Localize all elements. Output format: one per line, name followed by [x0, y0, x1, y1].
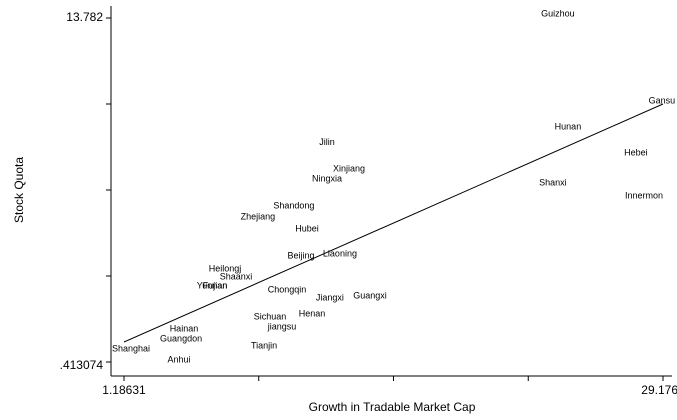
x-axis-label: Growth in Tradable Market Cap: [309, 400, 476, 414]
point-label: Beijing: [288, 250, 315, 260]
point-label: Henan: [299, 308, 326, 318]
point-label: jiangsu: [267, 321, 297, 331]
point-label: Guizhou: [541, 8, 575, 18]
point-label: Guangdon: [160, 333, 202, 343]
point-label: Hebei: [624, 147, 648, 157]
point-label: Hubei: [295, 223, 319, 233]
point-label: Jiangxi: [316, 292, 344, 302]
point-label: Shanxi: [539, 177, 567, 187]
fit-line: [123, 103, 664, 343]
point-label: Tianjin: [251, 340, 277, 350]
point-label: Ningxia: [312, 174, 342, 184]
point-label: Sichuan: [254, 311, 287, 321]
x-tick-label: 29.1763: [641, 383, 677, 397]
y-axis-label: Stock Quota: [12, 157, 26, 223]
point-label: Hunan: [555, 121, 582, 131]
point-label: Hainan: [170, 323, 199, 333]
point-label: Shanghai: [112, 343, 150, 353]
point-label: Xinjiang: [333, 163, 365, 173]
y-tick-label: 13.782: [66, 10, 103, 24]
point-label: Chongqin: [268, 284, 307, 294]
point-label: Fujian: [203, 280, 228, 290]
point-label: Liaoning: [323, 248, 357, 258]
point-label: Shaanxi: [220, 271, 253, 281]
point-label: Guangxi: [353, 290, 387, 300]
point-label: Gansu: [649, 95, 676, 105]
point-label: Zhejiang: [241, 211, 276, 221]
point-label: Heilongj: [209, 263, 242, 273]
point-label: Innermon: [625, 190, 663, 200]
point-label: Jilin: [319, 137, 335, 147]
y-tick-label: .413074: [60, 358, 104, 372]
point-label: Yunnan: [197, 280, 228, 290]
point-label: Anhui: [167, 354, 190, 364]
point-label: Shandong: [273, 200, 314, 210]
x-tick-label: 1.18631: [102, 383, 146, 397]
